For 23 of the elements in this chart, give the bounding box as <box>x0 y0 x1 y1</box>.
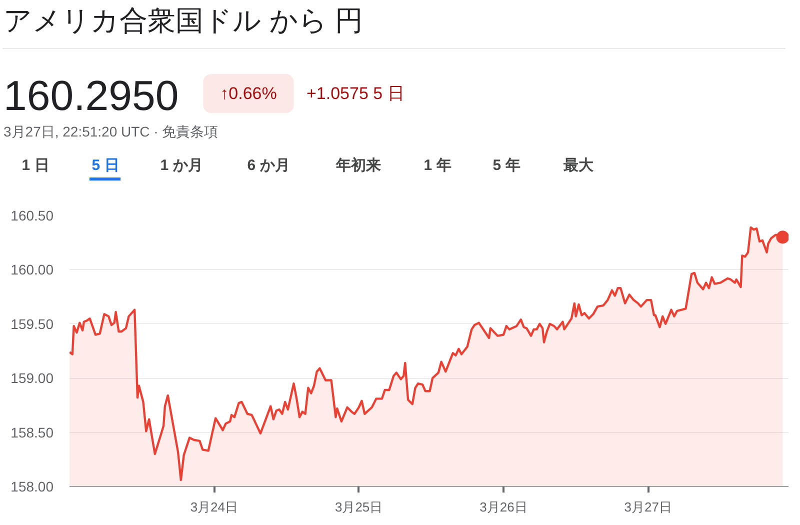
text: 1 年 <box>424 157 452 174</box>
text: 5 年 <box>492 157 520 174</box>
y-tick-label: 160.50 <box>10 208 54 224</box>
y-tick-label: 160.00 <box>10 262 54 278</box>
y-tick-label: 159.50 <box>10 316 54 332</box>
x-tick-label: 3月26日 <box>480 500 528 514</box>
x-tick-label: 3月24日 <box>190 500 238 514</box>
text: 年初来 <box>335 156 381 174</box>
x-tick-label: 3月27日 <box>624 500 672 514</box>
text: 5 日 <box>92 157 120 174</box>
text: 1 か月 <box>160 157 203 174</box>
text: 6 か月 <box>247 157 290 174</box>
y-tick-label: 158.00 <box>10 478 54 494</box>
chart-subtitle: 160.2950 <box>4 72 179 119</box>
text: 1 日 <box>22 157 50 174</box>
text: ↑0.66% <box>220 84 277 103</box>
text: 最大 <box>562 157 594 174</box>
y-tick-label: 158.50 <box>10 424 54 440</box>
y-tick-label: 159.00 <box>10 370 54 386</box>
chart-title: アメリカ合衆国ドル から 円 <box>4 5 364 36</box>
text: +1.0575 5 日 <box>306 84 404 103</box>
x-tick-label: 3月25日 <box>334 500 383 514</box>
text: 3月27日, 22:51:20 UTC · 免責条項 <box>4 124 218 140</box>
